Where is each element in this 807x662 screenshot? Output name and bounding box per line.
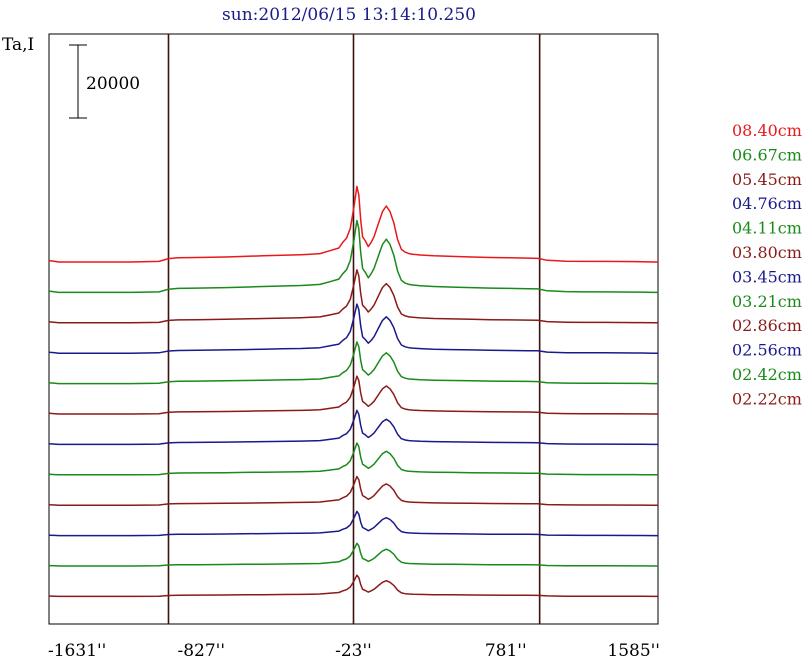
legend-entry: 04.11cm [732, 219, 802, 238]
legend-entry: 03.45cm [732, 267, 802, 286]
legend-entry: 02.42cm [732, 365, 802, 384]
legend-entry: 06.67cm [732, 145, 802, 164]
legend-entry: 03.80cm [732, 243, 802, 262]
series-line-02.56cm [48, 510, 658, 537]
series-line-05.45cm [48, 269, 658, 324]
x-tick-label: -827'' [177, 641, 225, 661]
legend-entry: 05.45cm [732, 170, 802, 189]
legend-entry: 03.21cm [732, 292, 802, 311]
legend-entry: 08.40cm [732, 121, 802, 140]
x-tick-label: -1631'' [48, 641, 106, 661]
x-tick-label: 1585'' [607, 641, 660, 661]
series-line-04.76cm [48, 303, 658, 354]
vertical-markers [167, 34, 541, 624]
series-line-02.22cm [48, 574, 658, 598]
series-line-03.21cm [48, 442, 658, 476]
series-line-02.42cm [48, 542, 658, 567]
y-axis-label: Ta,I [2, 35, 34, 55]
series-line-02.86cm [48, 475, 658, 506]
series-line-06.67cm [48, 219, 658, 294]
x-tick-labels: -1631'' -827'' -23'' 781'' 1585'' [48, 641, 660, 661]
x-tick-label: 781'' [485, 641, 527, 661]
series-line-03.80cm [48, 375, 658, 415]
series-group [48, 185, 658, 598]
series-line-03.45cm [48, 409, 658, 446]
scale-bar: 20000 [69, 44, 140, 119]
legend-entry: 02.22cm [732, 389, 802, 408]
x-tick-label: -23'' [335, 641, 372, 661]
series-line-08.40cm [48, 185, 658, 263]
legend-entry: 04.76cm [732, 194, 802, 213]
series-line-04.11cm [48, 341, 658, 385]
legend: 08.40cm 06.67cm 05.45cm 04.76cm 04.11cm 03.80… [732, 121, 802, 408]
scale-bar-label: 20000 [86, 74, 140, 94]
legend-entry: 02.86cm [732, 316, 802, 335]
legend-entry: 02.56cm [732, 341, 802, 360]
chart-title: sun:2012/06/15 13:14:10.250 [222, 5, 476, 25]
